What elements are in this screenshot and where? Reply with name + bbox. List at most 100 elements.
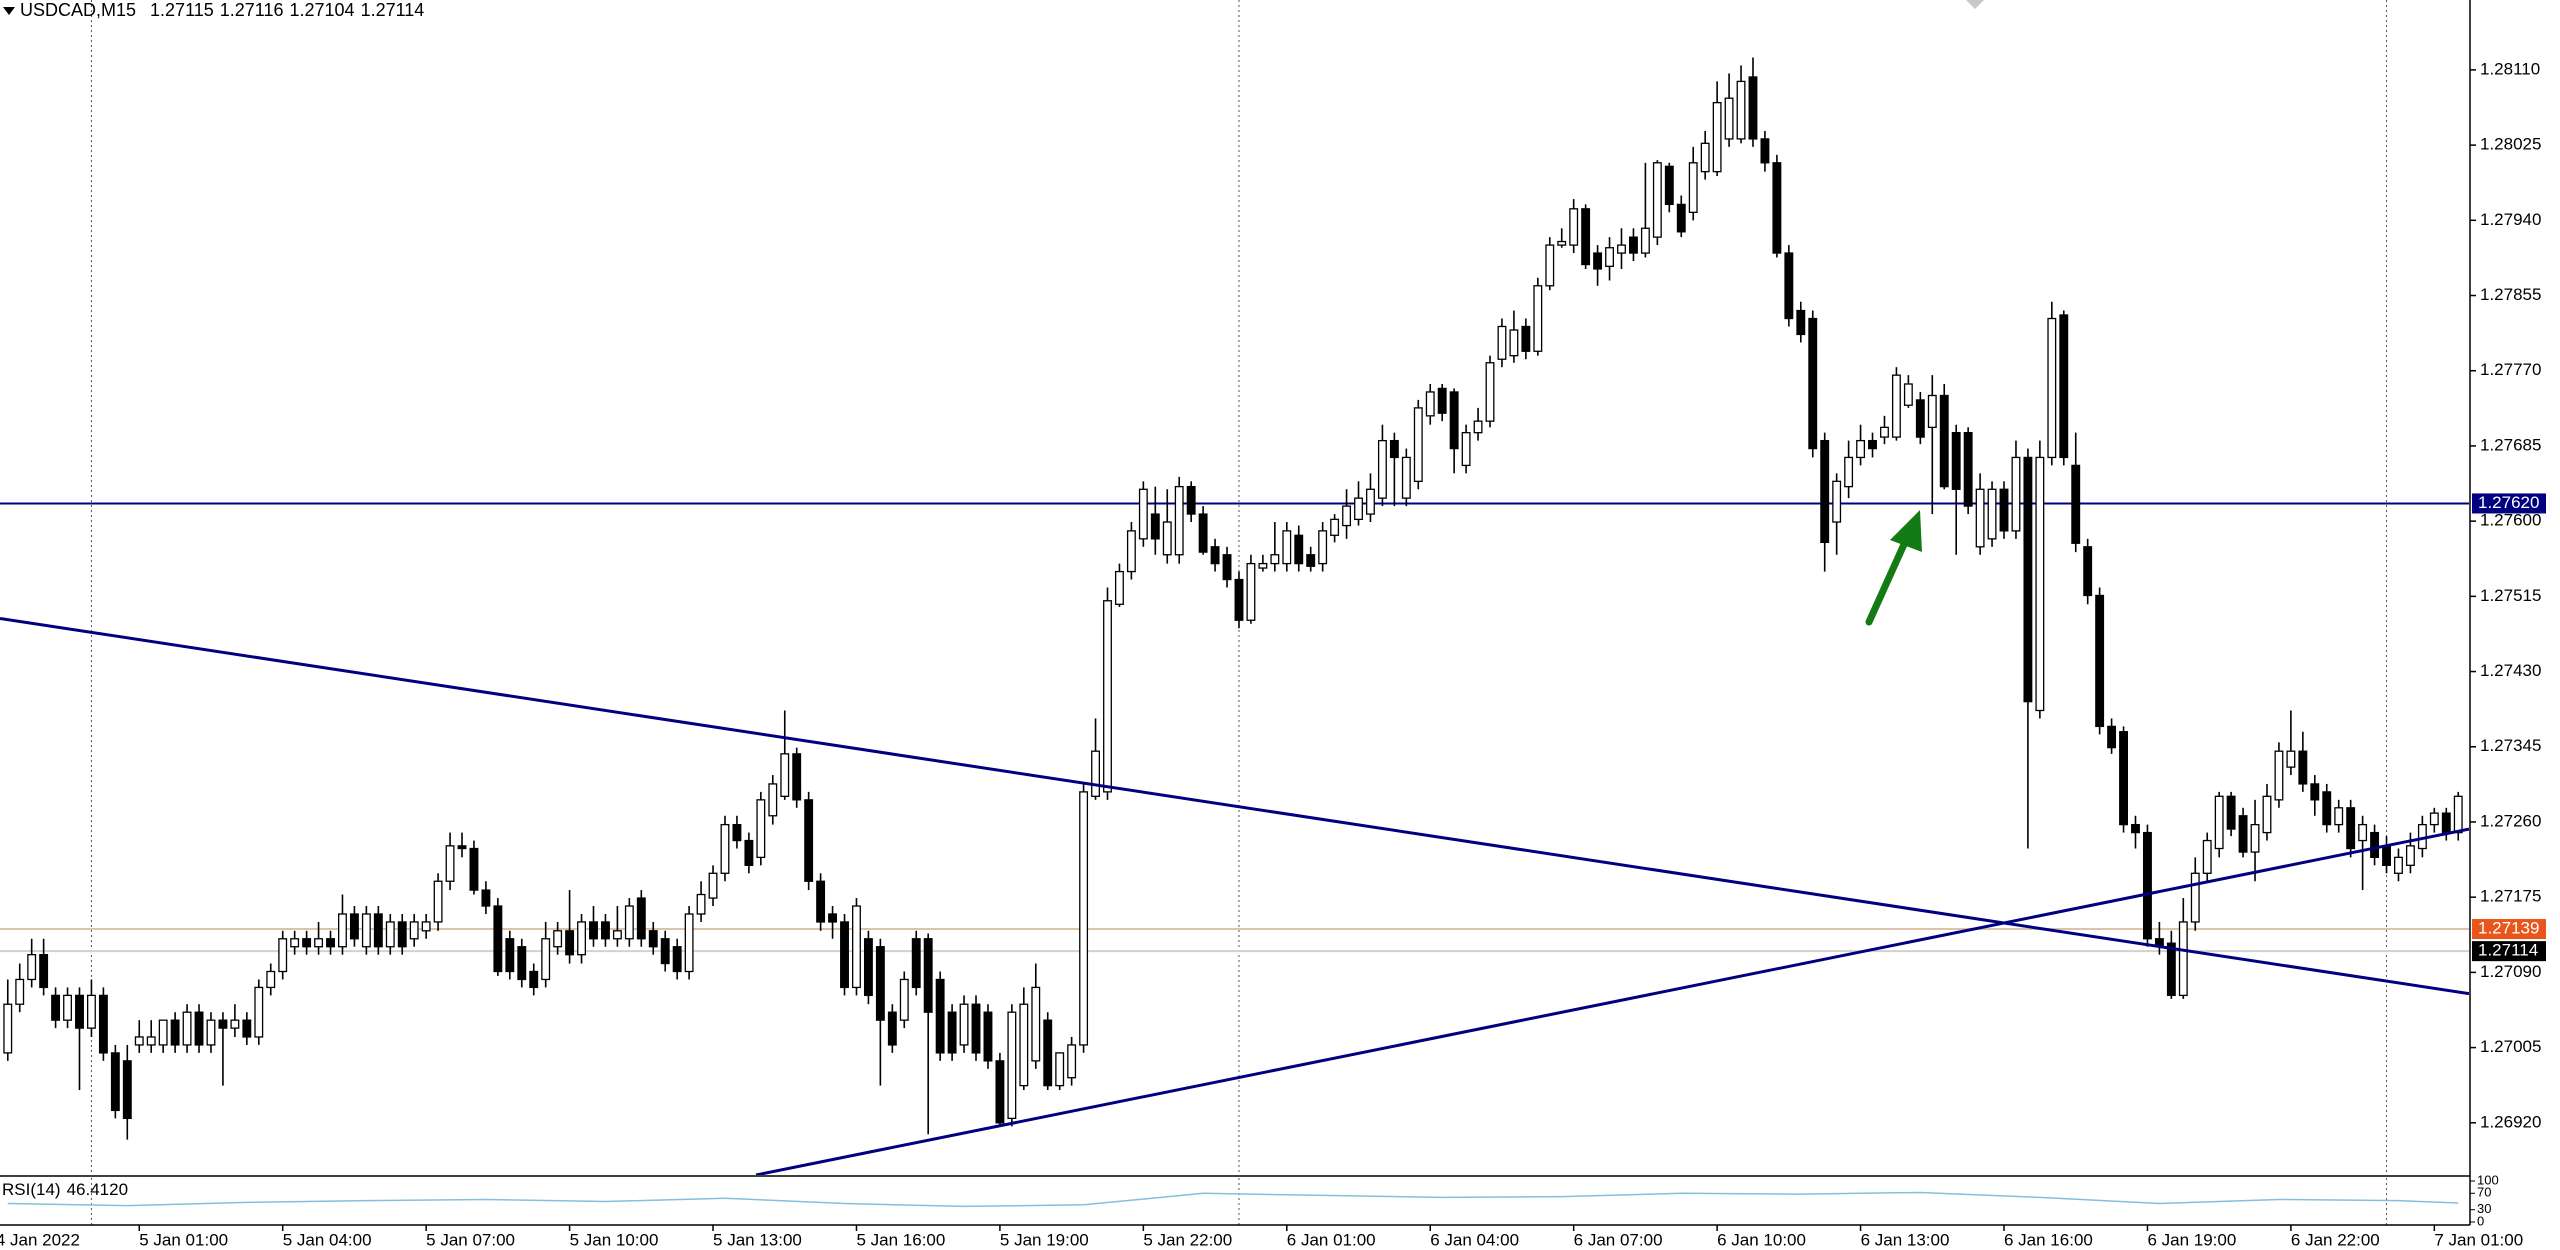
- candle-body: [1306, 554, 1316, 567]
- shift-marker: [1966, 0, 1984, 9]
- candle-body: [2394, 856, 2403, 874]
- y-tick-label: 1.27855: [2480, 285, 2541, 304]
- candle-body: [218, 1019, 228, 1029]
- candle-body: [720, 823, 730, 874]
- header-close: 1.27114: [361, 0, 425, 20]
- candle-body: [1868, 439, 1877, 450]
- candle-body: [2322, 791, 2332, 826]
- candle-body: [2119, 731, 2128, 826]
- candle-body: [1126, 530, 1136, 573]
- candle-body: [1784, 252, 1794, 320]
- candle-body: [2143, 831, 2152, 940]
- x-tick-label: 5 Jan 13:00: [713, 1230, 802, 1249]
- rsi-name: RSI(14): [2, 1180, 61, 1199]
- candle-body: [385, 921, 395, 948]
- y-tick-label: 1.27600: [2480, 511, 2541, 530]
- candle-body: [1437, 387, 1447, 414]
- candle-body: [2346, 807, 2356, 850]
- candle-body: [696, 893, 706, 915]
- y-tick-label: 1.28110: [2480, 59, 2540, 78]
- candle-body: [1844, 456, 1854, 488]
- x-tick-label: 5 Jan 22:00: [1143, 1230, 1232, 1249]
- candle-body: [935, 978, 945, 1054]
- candle-body: [158, 1019, 168, 1046]
- rsi-line: [7, 1191, 2459, 1208]
- candle-body: [2334, 807, 2344, 826]
- x-tick-label: 5 Jan 01:00: [139, 1230, 228, 1249]
- y-tick-label: 1.27005: [2480, 1037, 2541, 1056]
- candle-body: [1891, 374, 1901, 438]
- candle-body: [732, 823, 742, 842]
- candle-body: [2131, 823, 2140, 834]
- candle-body: [804, 799, 814, 882]
- x-tick-label: 6 Jan 13:00: [1861, 1230, 1950, 1249]
- candle-body: [828, 913, 838, 923]
- price-line-label: 1.27139: [2478, 919, 2539, 938]
- candle-body: [1234, 578, 1244, 621]
- candle-body: [254, 986, 264, 1038]
- candle-body: [1808, 317, 1818, 450]
- candle-body: [421, 921, 431, 932]
- candle-body: [290, 938, 300, 948]
- candle-body: [672, 946, 682, 973]
- candle-body: [2035, 456, 2045, 712]
- trendline: [0, 616, 2469, 996]
- header-open: 1.27115: [150, 0, 214, 20]
- candle-body: [230, 1019, 240, 1029]
- candle-body: [1987, 488, 1997, 540]
- header-low: 1.27104: [290, 0, 355, 20]
- candle-body: [780, 753, 790, 797]
- candle-body: [182, 1011, 192, 1046]
- candle-body: [1222, 554, 1232, 581]
- annotation-arrow: [1865, 510, 1922, 626]
- candle-body: [1569, 208, 1579, 246]
- candle-body: [2441, 812, 2451, 834]
- candle-body: [2083, 546, 2093, 597]
- candle-body: [86, 994, 96, 1029]
- x-tick-label: 6 Jan 19:00: [2147, 1230, 2236, 1249]
- candle-body: [2226, 795, 2236, 830]
- x-tick-label: 6 Jan 01:00: [1287, 1230, 1376, 1249]
- candle-body: [756, 799, 766, 859]
- candle-body: [266, 970, 276, 989]
- candle-body: [134, 1036, 144, 1046]
- y-tick-label: 1.28025: [2480, 135, 2541, 154]
- candle-body: [1880, 426, 1889, 438]
- candle-body: [2190, 872, 2200, 923]
- candle-body: [27, 954, 37, 981]
- candle-body: [887, 1011, 897, 1046]
- candle-body: [1628, 236, 1638, 254]
- candle-body: [505, 938, 515, 973]
- candle-body: [338, 913, 347, 948]
- candle-body: [995, 1060, 1005, 1124]
- candle-body: [1186, 485, 1196, 515]
- candle-body: [146, 1036, 156, 1046]
- candle-body: [1617, 244, 1626, 254]
- candle-body: [708, 872, 718, 899]
- candle-body: [1210, 546, 1220, 565]
- y-tick-label: 1.27090: [2480, 962, 2541, 981]
- candle-body: [1473, 420, 1483, 434]
- candle-body: [397, 921, 407, 948]
- candle-body: [911, 938, 921, 989]
- trendline: [755, 827, 2469, 1175]
- candle-body: [1712, 101, 1722, 173]
- candle-body: [1832, 480, 1842, 523]
- candle-body: [1497, 325, 1507, 360]
- candle-body: [51, 994, 61, 1021]
- x-tick-label: 5 Jan 07:00: [426, 1230, 515, 1249]
- candle-body: [469, 847, 479, 891]
- collapse-icon: [3, 7, 15, 15]
- candle-body: [1055, 1052, 1065, 1087]
- candle-body: [541, 938, 551, 981]
- symbol: USDCAD,M15: [20, 0, 136, 20]
- candle-body: [2059, 314, 2069, 459]
- candle-body: [971, 1003, 981, 1054]
- candle-body: [1449, 391, 1459, 450]
- candle-body: [1377, 439, 1387, 499]
- candle-body: [373, 913, 383, 948]
- candle-body: [1760, 138, 1770, 164]
- rsi-tick-label: 0: [2477, 1213, 2484, 1228]
